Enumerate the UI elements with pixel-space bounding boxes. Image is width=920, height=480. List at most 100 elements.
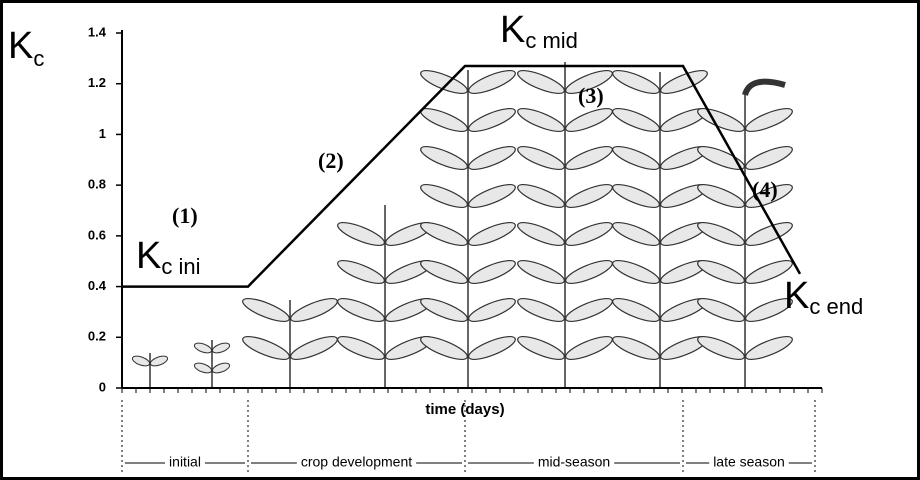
plant-leaf [420,336,468,360]
x-axis-label: time (days) [425,401,504,418]
plant-tip [742,78,786,97]
kc-label-sub: c ini [161,254,200,279]
plant-leaf [193,362,213,374]
plant-leaf [612,260,660,284]
y-label-main: K [8,25,33,67]
plant-leaf [290,336,338,360]
plant-leaf [211,362,231,374]
plant-leaf [420,222,468,246]
kc-line [122,64,802,288]
kc-label-sub: c end [809,294,863,319]
plant-leaf [565,298,613,322]
stage-label-bg [296,453,417,473]
plant-leaf [468,336,516,360]
plant-leaf [697,184,745,208]
plant-leaf [745,260,793,284]
plant-leaf [565,184,613,208]
plant-leaf [697,222,745,246]
stage-label: initial [169,454,201,470]
plant-leaf [745,298,793,322]
stage-label-bg [533,453,615,473]
plant-leaf [612,70,660,94]
plant-leaf [468,108,516,132]
plant-leaf [337,260,385,284]
y-tick-label: 0.2 [88,329,106,344]
plant-leaf [242,336,290,360]
kc-label: Kc mid [500,9,578,53]
plant-leaf [468,70,516,94]
plant-leaf [242,298,290,322]
y-tick-label: 1 [99,126,106,141]
plant-leaf [697,146,745,170]
plant-leaf [565,146,613,170]
stage-label: crop development [301,454,412,470]
annotation: (4) [752,177,778,202]
plant-leaf [612,184,660,208]
plant-leaf [517,146,565,170]
plant-leaf [565,336,613,360]
plant-leaf [517,336,565,360]
plant-leaf [745,108,793,132]
plant-leaf [745,146,793,170]
kc-label-main: K [784,275,809,317]
plant-leaf [337,222,385,246]
plant-leaf [337,336,385,360]
plant-leaf [468,260,516,284]
plant-leaf [517,222,565,246]
plant-leaf [468,184,516,208]
plant-leaf [193,342,213,354]
y-label-sub: c [33,46,44,71]
plant-leaf [612,146,660,170]
y-tick-label: 0.4 [88,278,107,293]
kc-label-main: K [500,9,525,51]
plant-leaf [745,222,793,246]
plant-leaf [745,184,793,208]
kc-label-main: K [136,235,161,277]
plant-leaf [660,70,708,94]
plant-leaf [337,298,385,322]
y-tick-label: 0.8 [88,177,106,192]
kc-label: Kc ini [136,235,200,279]
stage-label: late season [713,454,785,470]
annotation: (2) [318,148,344,173]
plant-leaf [420,146,468,170]
y-tick-label: 1.4 [88,24,107,39]
plant-leaf [697,298,745,322]
plant-leaf [517,108,565,132]
annotation: (3) [578,83,604,108]
plant-leaf [149,355,169,367]
plant-leaf [420,184,468,208]
kc-label-sub: c mid [525,28,578,53]
plant-leaf [565,222,613,246]
y-axis-label: Kc [8,25,44,71]
annotation: (1) [172,203,198,228]
y-tick-label: 1.2 [88,75,106,90]
plant-leaf [131,355,151,367]
plant-leaf [612,222,660,246]
plant-leaf [420,298,468,322]
plant-leaf [517,260,565,284]
plant-leaf [697,336,745,360]
plant-leaf [517,184,565,208]
plant-leaf [612,336,660,360]
stage-label-bg [165,453,205,473]
plant-leaf [517,298,565,322]
plant-leaf [420,260,468,284]
y-tick-label: 0 [99,379,106,394]
plant-leaf [517,70,565,94]
plant-leaf [290,298,338,322]
plant-illustrations [131,62,793,388]
y-tick-label: 0.6 [88,227,106,242]
stage-label-bg [709,453,789,473]
kc-label: Kc end [784,275,863,319]
plant-leaf [468,298,516,322]
plant-leaf [565,108,613,132]
plant-leaf [468,146,516,170]
plant-leaf [211,342,231,354]
stage-label: mid-season [538,454,610,470]
plant-leaf [612,298,660,322]
plant-leaf [612,108,660,132]
plant-leaf [745,336,793,360]
plant-leaf [468,222,516,246]
